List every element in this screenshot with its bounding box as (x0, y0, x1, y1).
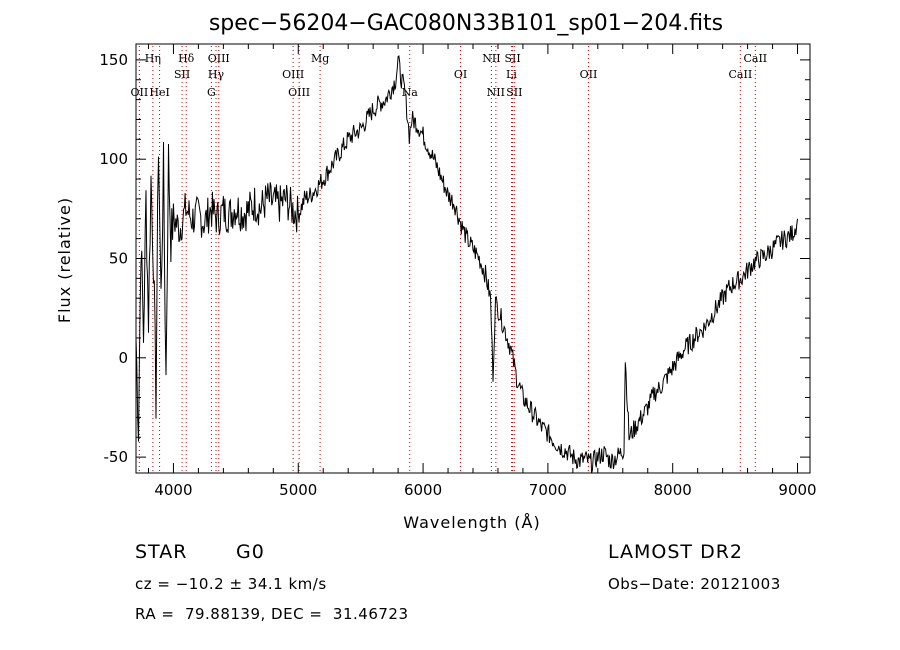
line-label-top-2: OIII (208, 52, 230, 65)
coordinates: RA = 79.88139, DEC = 31.46723 (135, 605, 409, 623)
x-axis-label: Wavelength (Å) (403, 513, 540, 532)
y-tick-label-3: 100 (99, 150, 128, 168)
x-tick-label-0: 4000 (154, 481, 192, 499)
line-label-top-6: CaII (743, 52, 767, 65)
y-tick-label-0: -50 (104, 448, 129, 466)
line-label-top-0: Hη (145, 52, 161, 65)
survey-name: LAMOST DR2 (608, 541, 743, 563)
line-label-middle-4: Li (506, 68, 517, 81)
spectrum-line (135, 55, 798, 474)
line-label-bottom-6: SII (506, 86, 522, 99)
line-label-top-5: SII (504, 52, 520, 65)
object-class: STAR (135, 541, 188, 563)
x-tick-label-4: 8000 (654, 481, 692, 499)
line-label-bottom-1: HeI (149, 86, 169, 99)
y-axis-ticks: -50 0 50 100 150 (99, 51, 810, 466)
redshift-velocity: cz = −10.2 ± 34.1 km/s (135, 575, 327, 593)
line-label-top-4: NII (482, 52, 500, 65)
y-tick-label-1: 0 (118, 349, 128, 367)
line-label-bottom-3: OIII (288, 86, 310, 99)
x-tick-label-2: 6000 (404, 481, 442, 499)
line-label-middle-2: OIII (282, 68, 304, 81)
line-label-bottom-5: NII (487, 86, 505, 99)
chart-title: spec−56204−GAC080N33B101_sp01−204.fits (209, 11, 723, 36)
line-label-top-3: Mg (311, 52, 329, 65)
line-label-middle-1: Hγ (208, 68, 225, 81)
object-subclass: G0 (236, 541, 265, 563)
line-label-bottom-2: G (207, 86, 216, 99)
y-axis-label: Flux (relative) (55, 197, 74, 323)
x-axis-ticks: 4000 5000 6000 7000 8000 9000 (147, 44, 817, 499)
line-label-middle-0: SII (174, 68, 190, 81)
line-label-bottom-0: OII (131, 86, 149, 99)
spectral-line-markers (138, 46, 756, 473)
x-tick-label-5: 9000 (778, 481, 816, 499)
observation-date: Obs−Date: 20121003 (608, 575, 781, 593)
y-tick-label-4: 150 (99, 51, 128, 69)
x-tick-label-1: 5000 (279, 481, 317, 499)
line-label-middle-5: OII (580, 68, 598, 81)
line-label-bottom-4: Na (402, 86, 419, 99)
line-label-middle-3: OI (454, 68, 467, 81)
plot-frame (135, 43, 811, 474)
line-label-top-1: Hδ (178, 52, 195, 65)
line-label-middle-6: CaII (729, 68, 753, 81)
y-tick-label-2: 50 (109, 250, 128, 268)
x-tick-label-3: 7000 (529, 481, 567, 499)
